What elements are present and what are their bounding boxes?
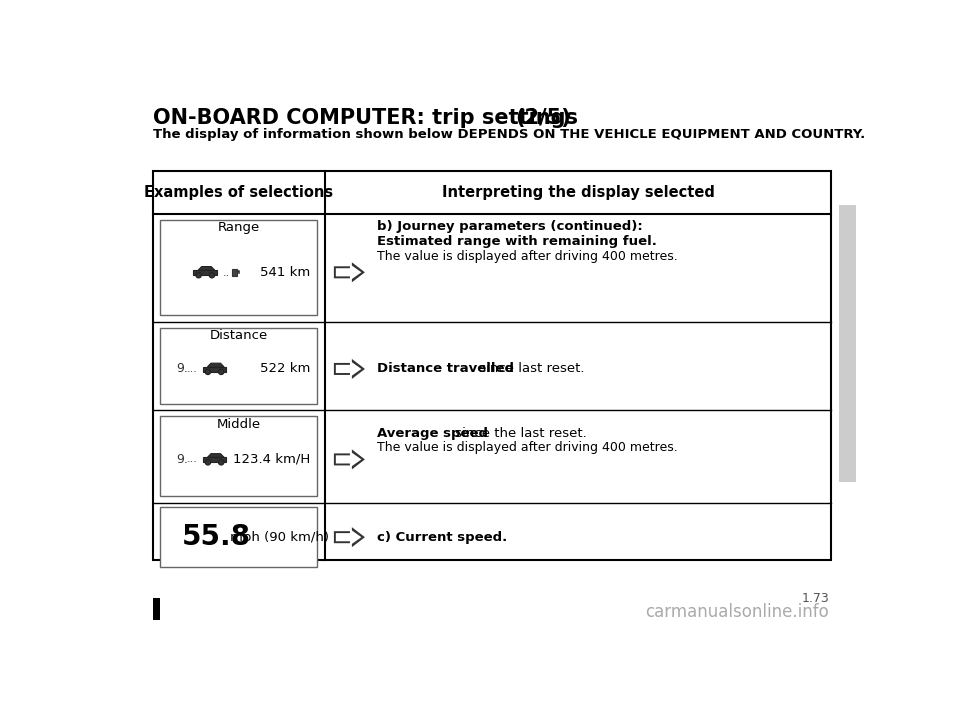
Text: 55.8: 55.8	[182, 523, 251, 551]
Text: Range: Range	[218, 222, 260, 234]
Bar	[160, 416, 317, 496]
Text: carmanualsonline.info: carmanualsonline.info	[645, 603, 829, 621]
Polygon shape	[207, 454, 224, 457]
Polygon shape	[336, 264, 361, 280]
Polygon shape	[336, 452, 361, 467]
Text: 9.: 9.	[176, 362, 187, 376]
Text: b) Journey parameters (continued):: b) Journey parameters (continued):	[377, 220, 643, 233]
Bar	[839, 204, 856, 482]
Text: ON-BOARD COMPUTER: trip settings: ON-BOARD COMPUTER: trip settings	[153, 109, 585, 129]
Circle shape	[209, 273, 215, 278]
Polygon shape	[336, 361, 361, 377]
Text: c) Current speed.: c) Current speed.	[377, 530, 508, 544]
Polygon shape	[198, 266, 215, 271]
Polygon shape	[334, 449, 365, 469]
Text: 9.: 9.	[176, 453, 187, 466]
Polygon shape	[207, 364, 224, 367]
Text: The value is displayed after driving 400 metres.: The value is displayed after driving 400…	[377, 250, 678, 263]
Polygon shape	[334, 262, 365, 283]
Circle shape	[219, 459, 224, 465]
Text: The value is displayed after driving 400 metres.: The value is displayed after driving 400…	[377, 441, 678, 454]
Bar	[160, 328, 317, 404]
Text: since last reset.: since last reset.	[475, 362, 585, 376]
Text: Distance: Distance	[209, 329, 268, 342]
Polygon shape	[334, 359, 365, 379]
Text: Average speed: Average speed	[377, 427, 489, 440]
Circle shape	[205, 459, 210, 465]
Text: since the last reset.: since the last reset.	[451, 427, 587, 440]
Circle shape	[196, 273, 202, 278]
Text: Interpreting the display selected: Interpreting the display selected	[442, 185, 714, 200]
Polygon shape	[334, 528, 365, 547]
Polygon shape	[336, 529, 361, 545]
Text: 522 km: 522 km	[260, 362, 311, 376]
Text: Distance travelled: Distance travelled	[377, 362, 515, 376]
Bar	[160, 220, 317, 315]
Bar	[203, 457, 227, 462]
Text: The display of information shown below DEPENDS ON THE VEHICLE EQUIPMENT AND COUN: The display of information shown below D…	[153, 128, 865, 141]
Bar	[153, 598, 160, 620]
Bar	[153, 171, 831, 560]
Text: 1.73: 1.73	[802, 591, 829, 604]
Circle shape	[219, 369, 224, 375]
Text: 541 km: 541 km	[260, 266, 311, 279]
Text: (2/5): (2/5)	[516, 109, 571, 129]
Text: Middle: Middle	[217, 418, 260, 431]
Text: 123.4 km/H: 123.4 km/H	[233, 453, 311, 466]
Text: Examples of selections: Examples of selections	[144, 185, 333, 200]
Text: ..: ..	[223, 268, 229, 278]
Bar	[193, 271, 217, 275]
Text: Estimated range with remaining fuel.: Estimated range with remaining fuel.	[377, 235, 658, 248]
Text: ...: ...	[186, 364, 198, 374]
Text: mph (90 km/h): mph (90 km/h)	[230, 530, 329, 544]
Bar	[160, 507, 317, 567]
Circle shape	[205, 369, 210, 375]
Bar	[203, 367, 227, 371]
Text: ...: ...	[186, 454, 198, 464]
Bar	[231, 269, 237, 275]
